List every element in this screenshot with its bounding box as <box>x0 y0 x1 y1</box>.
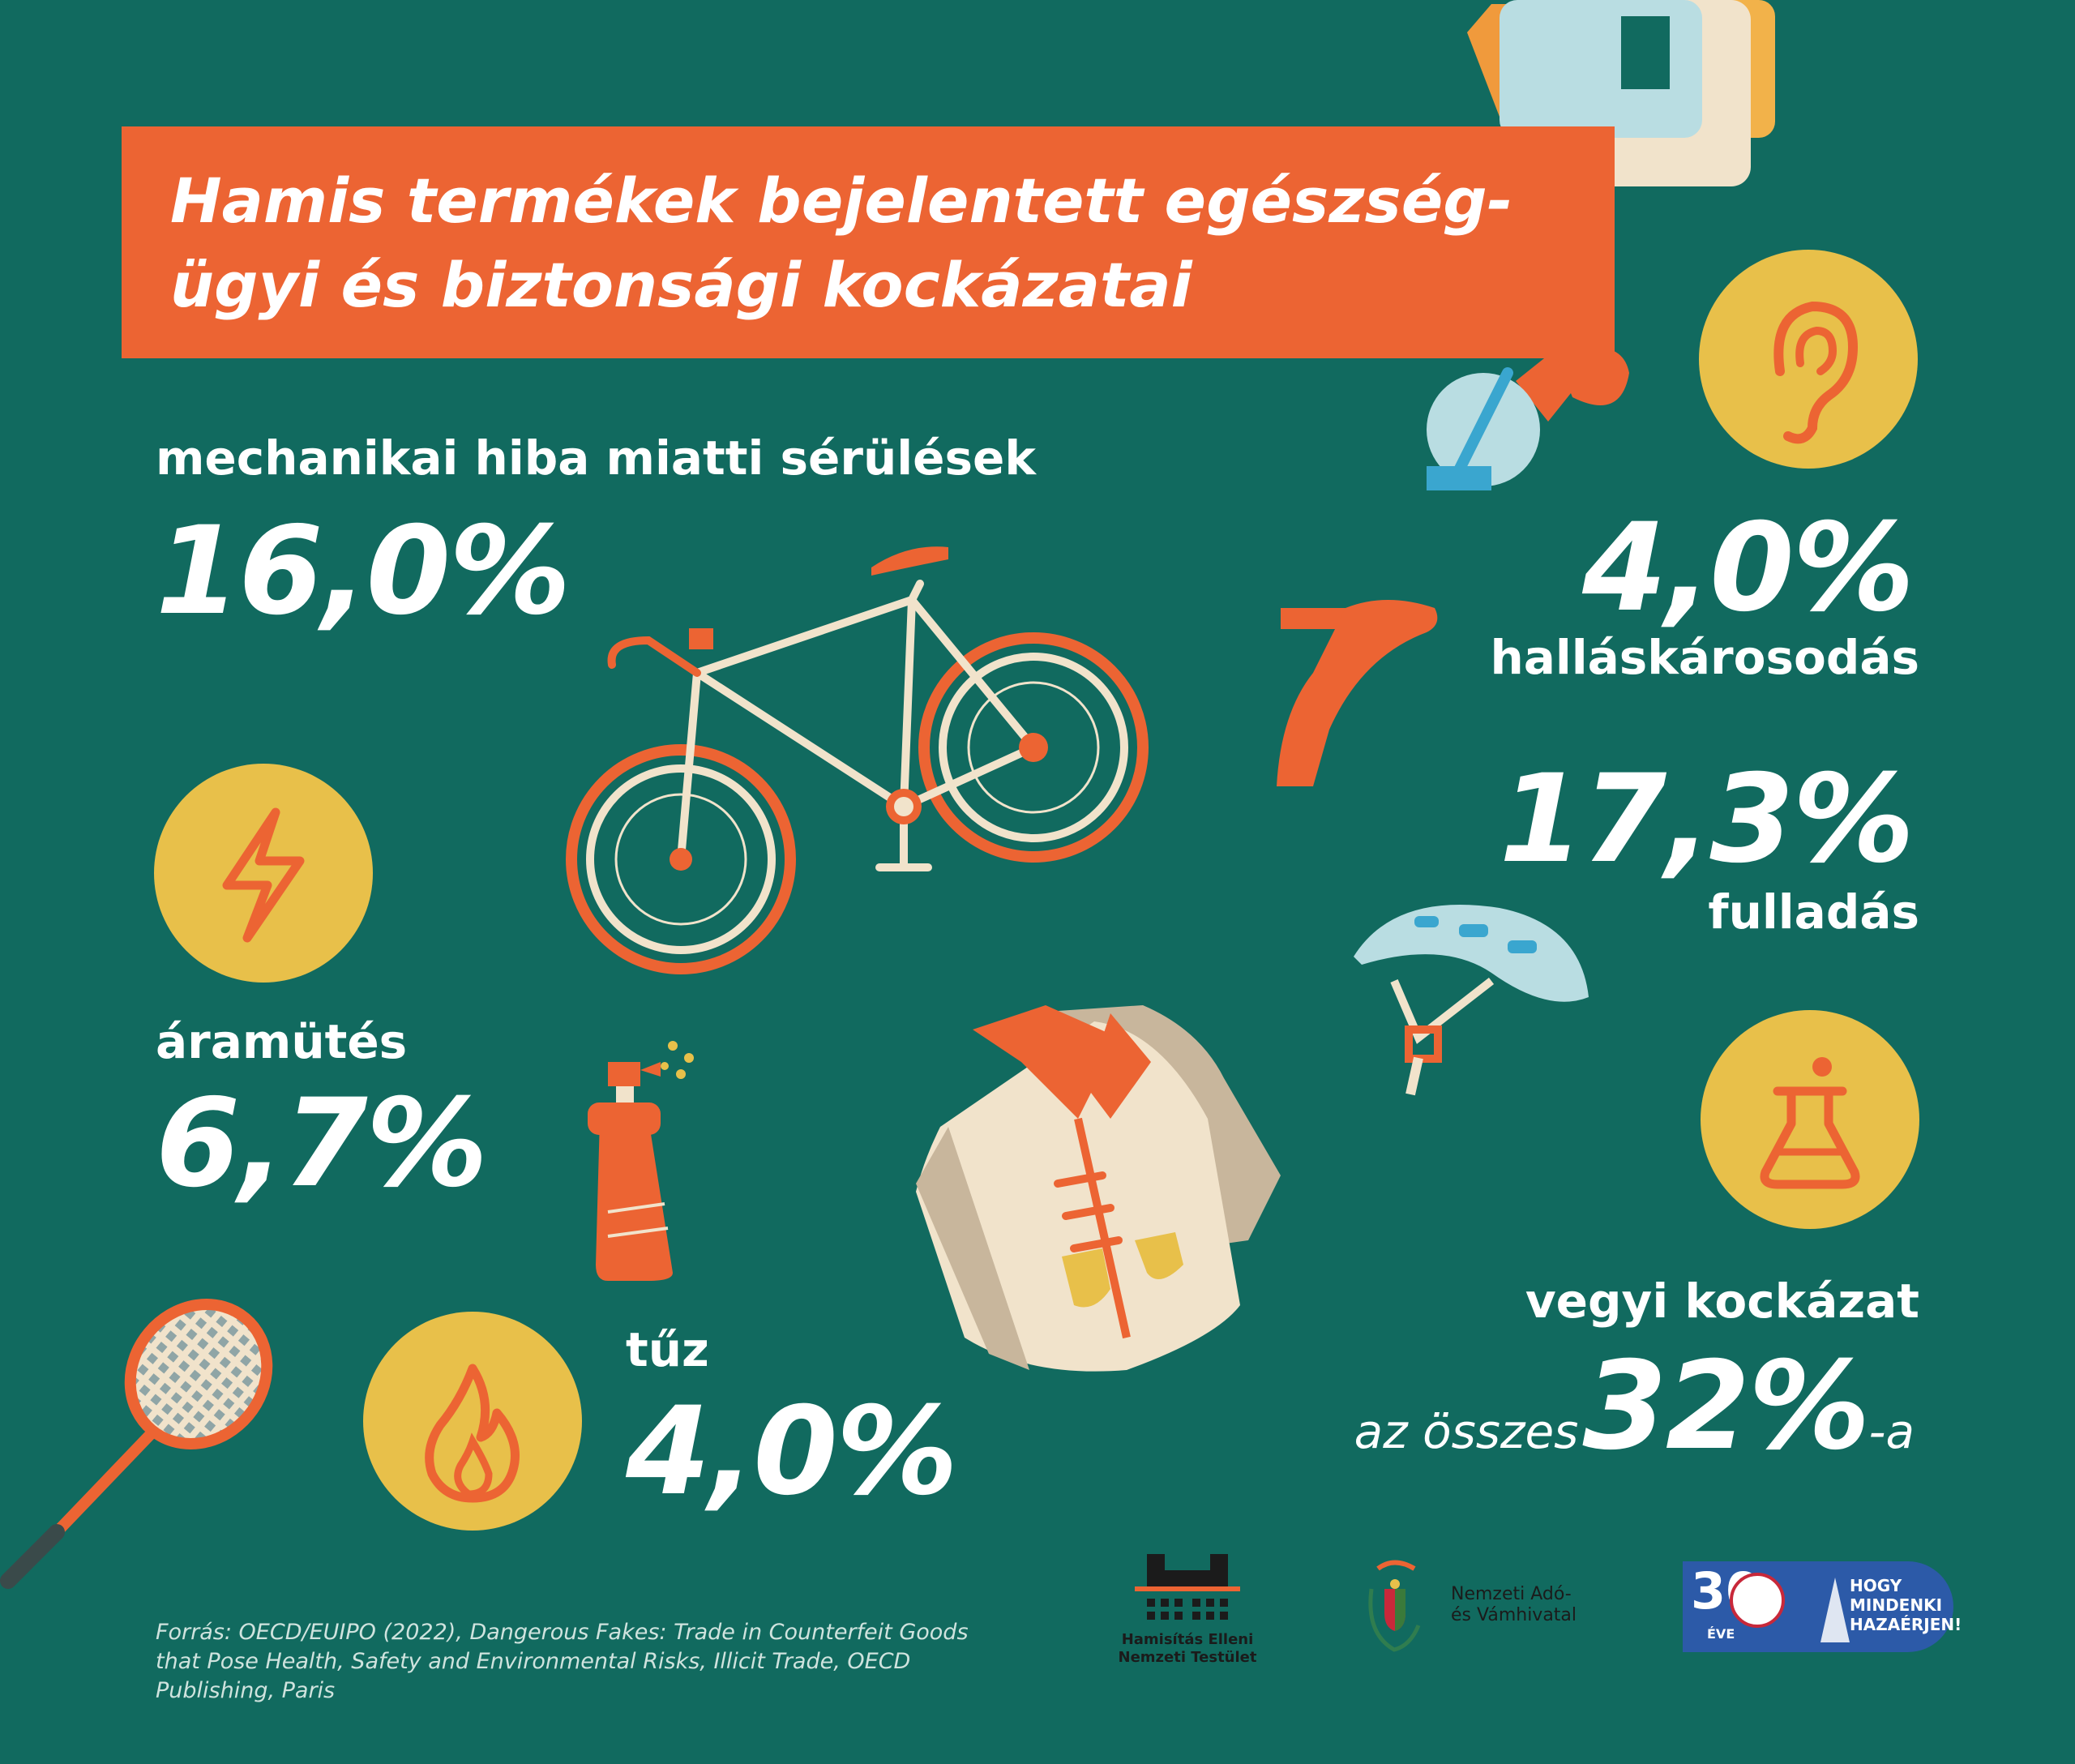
flask-circle <box>1701 1010 1919 1229</box>
page-title: Hamis termékek bejelentett egészség- ügy… <box>170 159 1597 328</box>
flame-circle <box>363 1312 582 1531</box>
lightning-icon <box>222 807 305 943</box>
road-icon <box>1820 1578 1850 1642</box>
anniversary-badge: 30 ÉVE HOGY MINDENKI HAZAÉRJEN! <box>1683 1561 1962 1652</box>
nav-line-1: Nemzeti Adó- <box>1451 1584 1572 1604</box>
badge-emblem <box>1730 1573 1785 1628</box>
fire-label: tűz <box>626 1322 709 1377</box>
bike-helmet-illustration <box>1346 892 1605 1102</box>
blender-illustration <box>1378 0 1783 519</box>
ear-icon <box>1773 301 1859 444</box>
mechanical-label: mechanikai hiba miatti sérülések <box>156 430 1036 486</box>
badge-line-2: MINDENKI <box>1850 1595 1943 1615</box>
nav-emblem <box>1368 1560 1421 1652</box>
hearing-label: halláskárosodás <box>1490 630 1919 685</box>
choking-value: 17,3% <box>1499 749 1915 890</box>
electric-label: áramütés <box>156 1014 408 1069</box>
hearing-value: 4,0% <box>1581 498 1915 639</box>
ear-circle <box>1699 250 1918 469</box>
mechanical-value: 16,0% <box>156 501 571 642</box>
badge-line-1: HOGY <box>1850 1576 1902 1595</box>
chemical-value-row: az összes 32%-a <box>1354 1346 1915 1467</box>
flame-icon <box>425 1364 520 1503</box>
chemical-label: vegyi kockázat <box>1525 1274 1919 1329</box>
bicycle-illustration <box>559 535 1159 989</box>
fire-value: 4,0% <box>626 1381 958 1522</box>
source-citation: Forrás: OECD/EUIPO (2022), Dangerous Fak… <box>156 1620 969 1703</box>
title-banner <box>122 126 1615 358</box>
nav-logo: Nemzeti Adó- és Vámhivatal <box>1362 1556 1589 1670</box>
chemical-value: 32% <box>1582 1336 1870 1477</box>
hent-line-2: Nemzeti Testület <box>1118 1649 1257 1666</box>
chemical-suffix: -a <box>1868 1404 1915 1459</box>
jacket-illustration <box>916 997 1281 1378</box>
electric-value: 6,7% <box>156 1073 488 1214</box>
flask-icon <box>1760 1057 1860 1189</box>
title-line-2: ügyi és biztonsági kockázatai <box>170 249 1192 321</box>
choking-label: fulladás <box>1708 884 1919 940</box>
hent-logo: Hamisítás Elleni Nemzeti Testület <box>1110 1550 1264 1672</box>
high-heel-shoe-illustration <box>1264 592 1459 803</box>
title-line-1: Hamis termékek bejelentett egészség- <box>170 165 1513 237</box>
tennis-racket-illustration <box>0 1297 276 1589</box>
nav-line-2: és Vámhivatal <box>1451 1605 1577 1625</box>
hent-emblem <box>1135 1554 1240 1620</box>
chemical-prefix: az összes <box>1354 1404 1579 1459</box>
hent-line-1: Hamisítás Elleni <box>1121 1631 1254 1648</box>
lightning-circle <box>154 764 373 983</box>
spray-bottle-illustration <box>584 1030 729 1289</box>
badge-years: ÉVE <box>1707 1626 1735 1642</box>
badge-line-3: HAZAÉRJEN! <box>1850 1615 1962 1634</box>
